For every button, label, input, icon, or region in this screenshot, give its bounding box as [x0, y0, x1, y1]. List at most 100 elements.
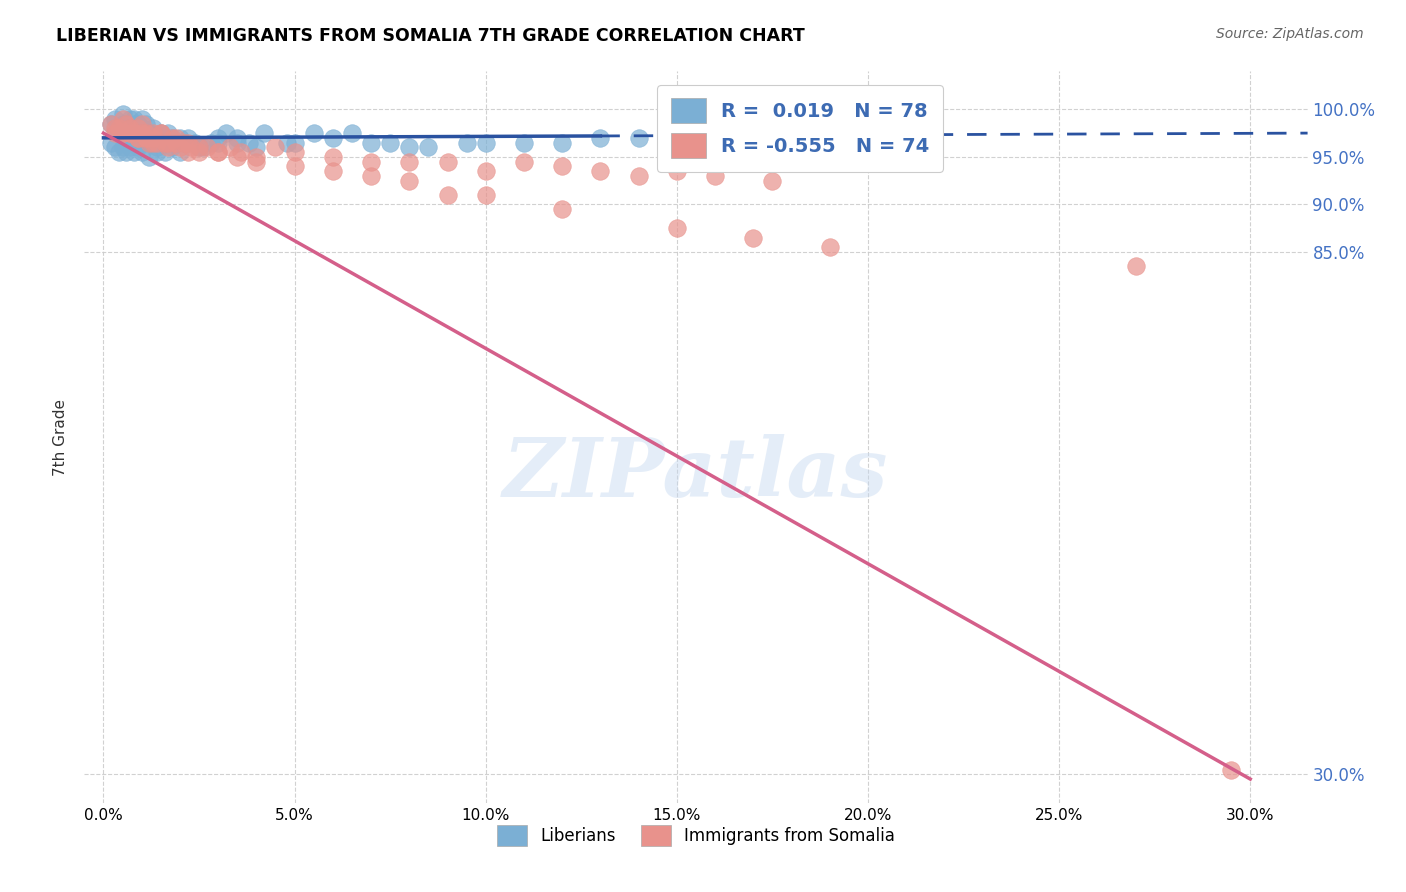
Point — [135, 131, 157, 145]
Point — [107, 126, 129, 140]
Point — [100, 136, 122, 150]
Point — [131, 112, 153, 126]
Point — [589, 164, 612, 178]
Point — [207, 136, 229, 150]
Point — [704, 169, 727, 183]
Point — [115, 145, 138, 160]
Point — [162, 140, 184, 154]
Point — [149, 126, 172, 140]
Point — [138, 136, 160, 150]
Point — [157, 140, 180, 154]
Point — [111, 126, 134, 140]
Point — [149, 126, 172, 140]
Point — [284, 145, 307, 160]
Point — [104, 140, 127, 154]
Point — [104, 112, 127, 126]
Point — [131, 126, 153, 140]
Point — [188, 145, 211, 160]
Point — [127, 117, 149, 131]
Point — [173, 136, 195, 150]
Point — [131, 117, 153, 131]
Point — [761, 126, 783, 140]
Point — [107, 145, 129, 160]
Point — [122, 117, 145, 131]
Point — [456, 136, 478, 150]
Point — [322, 131, 344, 145]
Point — [398, 154, 420, 169]
Point — [165, 136, 187, 150]
Point — [122, 126, 145, 140]
Point — [627, 131, 650, 145]
Point — [226, 131, 249, 145]
Y-axis label: 7th Grade: 7th Grade — [53, 399, 69, 475]
Point — [761, 173, 783, 187]
Point — [111, 107, 134, 121]
Point — [360, 169, 382, 183]
Point — [1220, 763, 1243, 777]
Point — [149, 131, 172, 145]
Point — [238, 136, 260, 150]
Point — [138, 126, 160, 140]
Point — [589, 131, 612, 145]
Point — [146, 131, 169, 145]
Point — [120, 112, 142, 126]
Point — [818, 240, 841, 254]
Point — [226, 150, 249, 164]
Point — [474, 187, 496, 202]
Point — [146, 140, 169, 154]
Point — [207, 131, 229, 145]
Point — [169, 131, 191, 145]
Point — [107, 121, 129, 136]
Point — [142, 121, 165, 136]
Point — [157, 136, 180, 150]
Text: Source: ZipAtlas.com: Source: ZipAtlas.com — [1216, 27, 1364, 41]
Point — [127, 140, 149, 154]
Point — [176, 131, 198, 145]
Point — [135, 126, 157, 140]
Point — [120, 126, 142, 140]
Point — [742, 230, 765, 244]
Point — [138, 150, 160, 164]
Point — [322, 164, 344, 178]
Point — [153, 136, 176, 150]
Point — [360, 136, 382, 150]
Point — [474, 136, 496, 150]
Point — [104, 121, 127, 136]
Point — [104, 126, 127, 140]
Point — [200, 136, 222, 150]
Point — [122, 126, 145, 140]
Point — [115, 126, 138, 140]
Point — [115, 117, 138, 131]
Point — [418, 140, 440, 154]
Point — [131, 131, 153, 145]
Text: LIBERIAN VS IMMIGRANTS FROM SOMALIA 7TH GRADE CORRELATION CHART: LIBERIAN VS IMMIGRANTS FROM SOMALIA 7TH … — [56, 27, 806, 45]
Point — [176, 136, 198, 150]
Point — [138, 136, 160, 150]
Point — [111, 126, 134, 140]
Point — [157, 126, 180, 140]
Point — [173, 136, 195, 150]
Point — [146, 145, 169, 160]
Point — [142, 126, 165, 140]
Point — [188, 140, 211, 154]
Point — [551, 159, 574, 173]
Point — [153, 145, 176, 160]
Point — [188, 140, 211, 154]
Point — [436, 154, 458, 169]
Point — [551, 202, 574, 216]
Point — [122, 145, 145, 160]
Point — [398, 140, 420, 154]
Point — [146, 136, 169, 150]
Point — [100, 117, 122, 131]
Point — [153, 131, 176, 145]
Point — [380, 136, 402, 150]
Point — [322, 150, 344, 164]
Point — [176, 145, 198, 160]
Point — [218, 140, 240, 154]
Point — [165, 136, 187, 150]
Point — [153, 136, 176, 150]
Point — [111, 117, 134, 131]
Point — [276, 136, 298, 150]
Point — [135, 131, 157, 145]
Point — [135, 117, 157, 131]
